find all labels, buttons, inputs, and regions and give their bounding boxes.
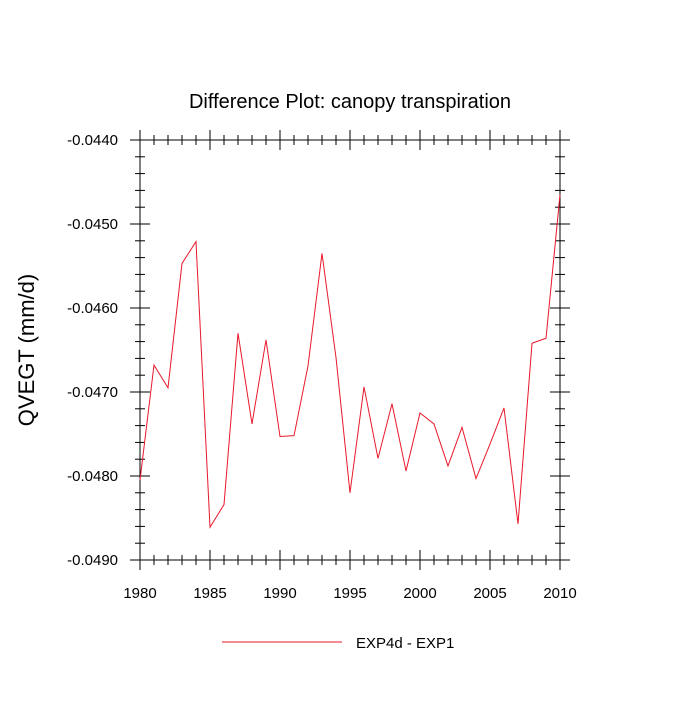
y-tick-label: -0.0490 <box>67 552 118 569</box>
x-tick-label: 1985 <box>193 585 226 602</box>
axis-ticks: 1980 1985 1990 1995 2000 2005 2010 -0.0490 -0.04… <box>67 130 577 602</box>
data-series <box>139 194 561 529</box>
chart-title: Difference Plot: canopy transpiration <box>189 91 511 113</box>
x-tick-label: 1990 <box>263 585 296 602</box>
series-line <box>139 194 561 529</box>
y-tick-label: -0.0470 <box>67 384 118 401</box>
x-tick-label: 2005 <box>473 585 506 602</box>
y-axis-label: QVEGT (mm/d) <box>14 274 39 426</box>
legend: EXP4d - EXP1 <box>222 635 454 652</box>
y-tick-label: -0.0460 <box>67 300 118 317</box>
x-tick-label: 1995 <box>333 585 366 602</box>
x-tick-label: 1980 <box>123 585 156 602</box>
y-tick-label: -0.0480 <box>67 468 118 485</box>
legend-label: EXP4d - EXP1 <box>356 635 454 652</box>
x-tick-label: 2000 <box>403 585 436 602</box>
y-tick-label: -0.0440 <box>67 132 118 149</box>
y-tick-label: -0.0450 <box>67 216 118 233</box>
plot-frame <box>139 139 561 561</box>
x-tick-label: 2010 <box>543 585 576 602</box>
